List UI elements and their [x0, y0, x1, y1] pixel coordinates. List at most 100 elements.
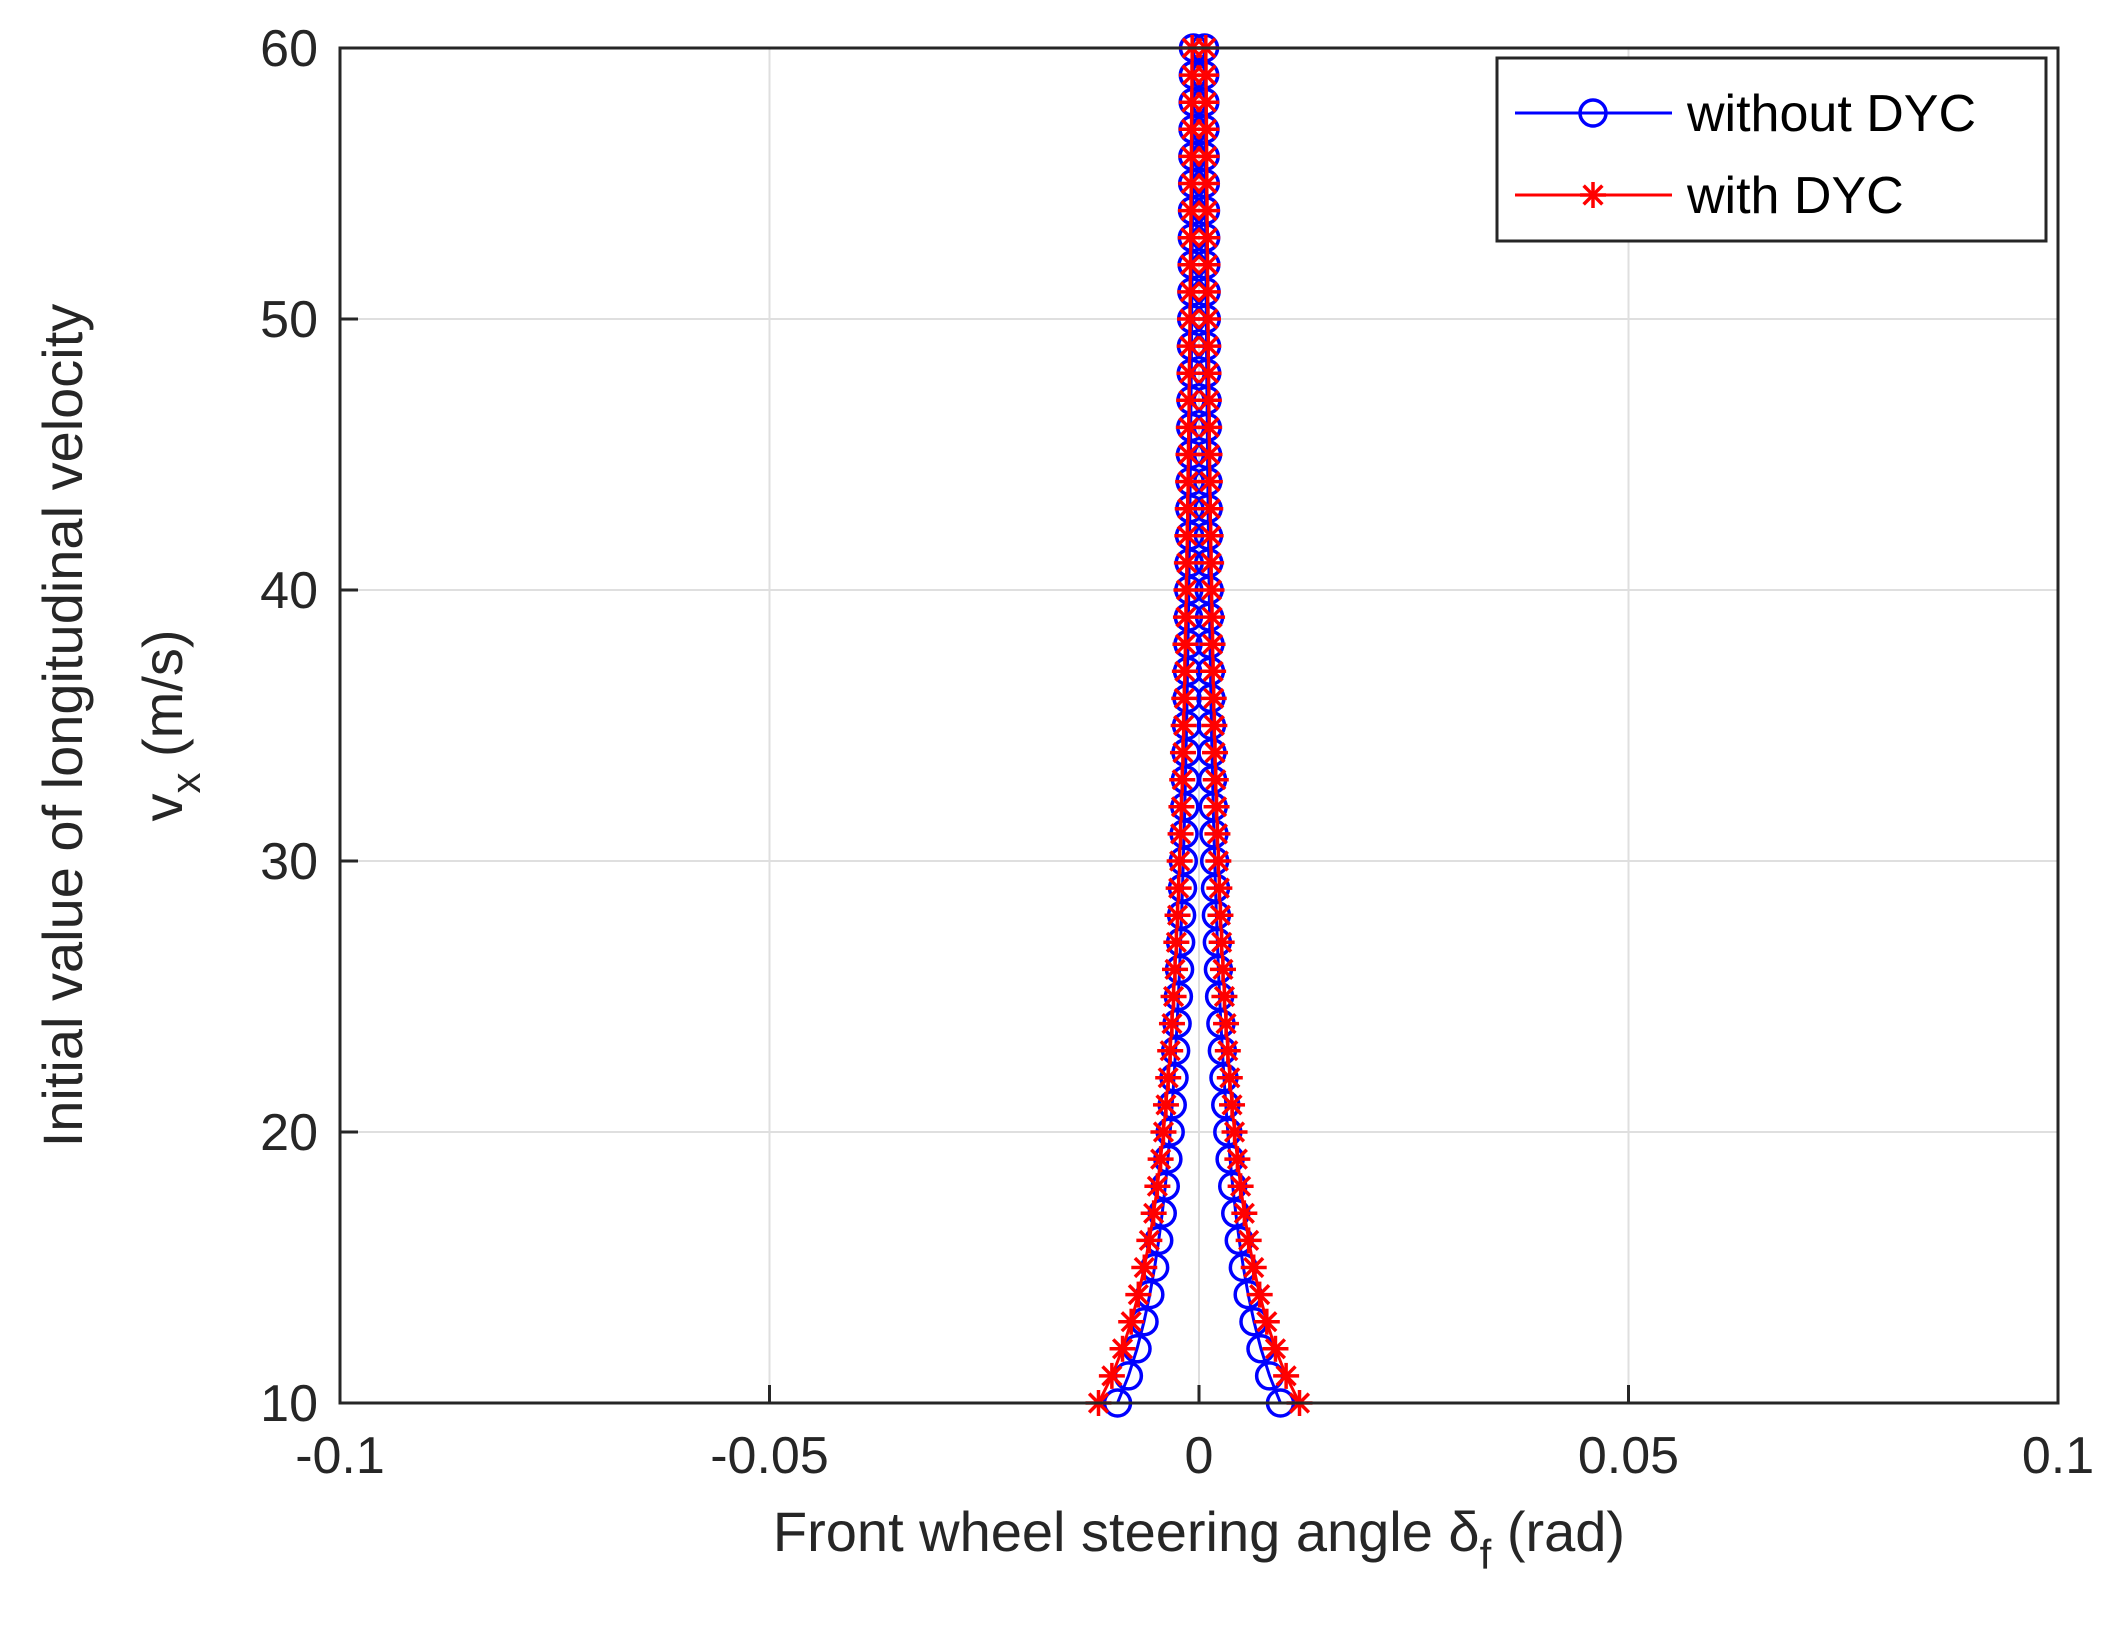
- y-axis-title-line2: vx (m/s): [131, 629, 209, 821]
- data-point-marker: [1171, 685, 1198, 712]
- data-point-marker: [1201, 712, 1228, 739]
- data-point-marker: [1174, 522, 1201, 549]
- data-point-marker: [1195, 360, 1222, 387]
- data-point-marker: [1198, 577, 1225, 603]
- data-point-marker: [1125, 1281, 1152, 1308]
- legend-label: without DYC: [1686, 85, 1976, 143]
- data-point-marker: [1196, 468, 1223, 495]
- data-point-marker: [1098, 1362, 1125, 1389]
- data-point-marker: [1193, 170, 1220, 197]
- y-tick-label: 20: [260, 1104, 318, 1162]
- data-point-marker: [1118, 1308, 1145, 1335]
- data-point-marker: [1202, 766, 1229, 793]
- data-point-marker: [1172, 631, 1199, 658]
- data-point-marker: [1246, 1281, 1273, 1308]
- legend: without DYC with DYC: [1495, 56, 2048, 243]
- data-point-marker: [1162, 956, 1189, 983]
- data-point-marker: [1195, 387, 1222, 414]
- data-point-marker: [1176, 360, 1203, 387]
- data-point-marker: [1211, 983, 1238, 1010]
- x-axis-title-main: Front wheel steering angle δ: [773, 1500, 1480, 1563]
- y-axis-title-unit: (m/s): [131, 629, 194, 772]
- data-point-marker: [1131, 1254, 1158, 1281]
- data-point-marker: [1227, 1173, 1254, 1200]
- data-point-marker: [1208, 929, 1235, 956]
- x-tick-label: 0.05: [1578, 1427, 1679, 1485]
- data-point-marker: [1224, 1146, 1251, 1173]
- x-tick-label: -0.05: [710, 1427, 829, 1485]
- data-point-marker: [1158, 1010, 1185, 1037]
- data-point-marker: [1273, 1362, 1300, 1389]
- y-axis-title-line1: Initial value of longitudinal velocity: [31, 304, 94, 1148]
- legend-item: without DYC: [1515, 85, 1976, 143]
- data-point-marker: [1169, 739, 1196, 766]
- data-point-marker: [1199, 631, 1226, 658]
- data-point-marker: [1173, 549, 1200, 576]
- data-point-marker: [1204, 820, 1231, 847]
- data-point-marker: [1240, 1254, 1267, 1281]
- x-axis-title-unit: (rad): [1491, 1500, 1625, 1563]
- data-point-marker: [1196, 441, 1223, 468]
- data-point-marker: [1169, 766, 1196, 793]
- data-point-marker: [1202, 739, 1229, 766]
- data-point-marker: [1197, 495, 1224, 522]
- legend-marker-sample: [1580, 182, 1606, 208]
- data-point-marker: [1166, 848, 1193, 874]
- y-axis-title-symbol: v: [131, 794, 194, 822]
- series-layer: [1085, 33, 1313, 1418]
- data-point-marker: [1157, 1037, 1184, 1064]
- data-point-marker: [1167, 820, 1194, 847]
- data-point-marker: [1171, 658, 1198, 685]
- data-point-marker: [1253, 1308, 1280, 1335]
- data-point-marker: [1170, 712, 1197, 739]
- axis-ticks: -0.1 -0.05 0 0.05 0.1 10 20 30 40 50 60: [260, 20, 2094, 1485]
- data-point-marker: [1193, 116, 1220, 143]
- data-point-marker: [1136, 1227, 1163, 1254]
- data-point-marker: [1165, 875, 1192, 902]
- data-point-marker: [1235, 1227, 1262, 1254]
- data-point-marker: [1194, 197, 1221, 224]
- x-tick-label: -0.1: [295, 1427, 385, 1485]
- data-point-marker: [1262, 1335, 1289, 1362]
- data-point-marker: [1209, 956, 1236, 983]
- data-point-marker: [1172, 604, 1199, 631]
- data-point-marker: [1231, 1200, 1258, 1227]
- data-point-marker: [1203, 793, 1230, 820]
- data-point-marker: [1216, 1064, 1243, 1091]
- data-point-marker: [1194, 278, 1221, 305]
- legend-item: with DYC: [1515, 167, 1904, 225]
- legend-box: [1495, 56, 2048, 243]
- data-point-marker: [1140, 1200, 1167, 1227]
- x-tick-label: 0: [1185, 1427, 1214, 1485]
- data-point-marker: [1194, 224, 1221, 251]
- data-point-marker: [1175, 468, 1202, 495]
- data-point-marker: [1147, 1146, 1174, 1173]
- data-point-marker: [1194, 306, 1221, 332]
- data-point-marker: [1205, 848, 1232, 874]
- data-point-marker: [1214, 1037, 1241, 1064]
- data-point-marker: [1155, 1064, 1182, 1091]
- y-tick-label: 30: [260, 833, 318, 891]
- y-tick-label: 10: [260, 1375, 318, 1433]
- data-point-marker: [1163, 929, 1190, 956]
- data-point-marker: [1196, 414, 1223, 441]
- series-with-dyc: [1085, 35, 1313, 1416]
- data-point-marker: [1168, 793, 1195, 820]
- data-point-marker: [1197, 522, 1224, 549]
- data-point-marker: [1174, 495, 1201, 522]
- y-tick-label: 40: [260, 562, 318, 620]
- data-point-marker: [1150, 1119, 1177, 1145]
- data-point-marker: [1195, 333, 1222, 360]
- data-point-marker: [1200, 685, 1227, 712]
- y-axis-title-subscript: x: [162, 773, 209, 794]
- data-point-marker: [1176, 387, 1203, 414]
- data-point-marker: [1173, 577, 1200, 603]
- data-point-marker: [1164, 902, 1191, 929]
- data-point-marker: [1221, 1119, 1248, 1145]
- data-point-marker: [1193, 143, 1220, 170]
- data-point-marker: [1193, 62, 1220, 89]
- legend-marker-sample: [1578, 98, 1608, 128]
- data-point-marker: [1152, 1091, 1179, 1118]
- data-point-marker: [1144, 1173, 1171, 1200]
